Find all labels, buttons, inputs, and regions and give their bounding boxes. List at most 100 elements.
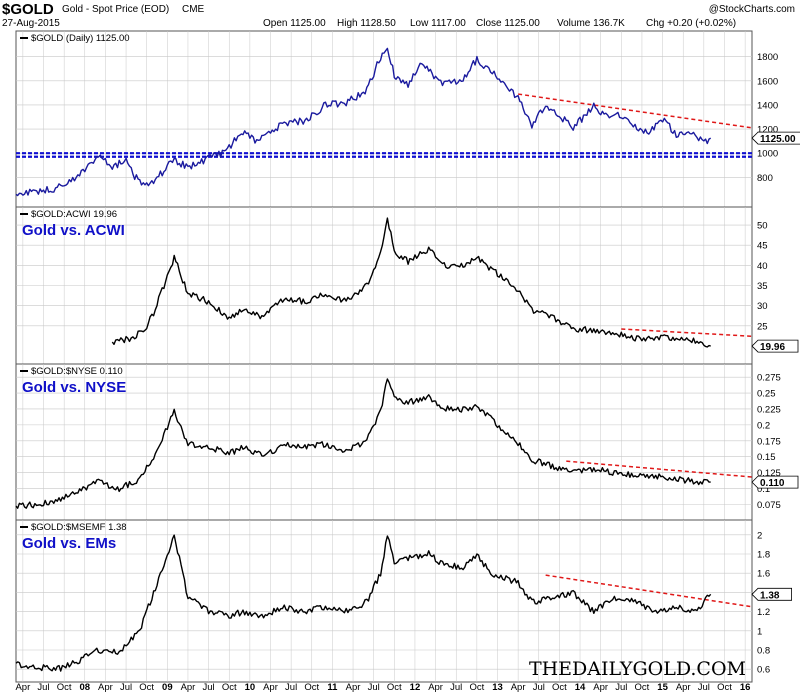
price-series-line (15, 47, 712, 197)
header-close: Close 1125.00 (476, 18, 540, 29)
last-value-label: 1.38 (760, 590, 780, 601)
price-series-line (15, 534, 712, 672)
x-tick-label: Apr (181, 682, 196, 693)
x-tick-label: 14 (575, 682, 586, 693)
x-tick-label: 12 (410, 682, 421, 693)
y-tick-label: 45 (757, 241, 768, 252)
x-tick-label: Oct (222, 682, 237, 693)
trend-line (621, 328, 753, 338)
y-tick-label: 1.8 (757, 550, 770, 561)
chart-pane-4: 0.60.811.21.41.61.82$GOLD:$MSEMF 1.38Gol… (15, 519, 792, 683)
y-tick-label: 1.6 (757, 569, 770, 580)
y-tick-label: 0.25 (757, 389, 776, 400)
y-tick-label: 50 (757, 221, 768, 232)
last-value-marker (751, 475, 799, 489)
last-value-marker (751, 587, 792, 601)
header-open: Open 1125.00 (263, 18, 326, 29)
header-exchange: CME (182, 4, 205, 15)
y-tick-label: 0.075 (757, 500, 781, 511)
y-tick-label: 30 (757, 301, 768, 312)
x-tick-label: Apr (676, 682, 691, 693)
x-tick-label: Oct (552, 682, 567, 693)
x-tick-label: Jul (450, 682, 462, 693)
y-tick-label: 2 (757, 530, 762, 541)
x-tick-label: Jul (37, 682, 49, 693)
x-tick-label: Apr (428, 682, 443, 693)
x-tick-label: Oct (387, 682, 402, 693)
x-tick-label: 09 (162, 682, 173, 693)
header-symbol: $GOLD (2, 1, 54, 18)
x-tick-label: 11 (327, 682, 338, 693)
x-tick-label: Jul (615, 682, 627, 693)
last-value-label: 1125.00 (760, 134, 796, 145)
pane-annotation: Gold vs. EMs (22, 535, 116, 552)
pane-frame (15, 363, 753, 521)
pane-annotation: Gold vs. NYSE (22, 379, 126, 396)
header-high: High 1128.50 (337, 18, 396, 29)
y-tick-label: 1600 (757, 76, 778, 87)
y-tick-label: 0.125 (757, 468, 781, 479)
trend-line (545, 574, 753, 608)
y-tick-label: 35 (757, 281, 768, 292)
y-tick-label: 800 (757, 173, 773, 184)
x-tick-label: Apr (346, 682, 361, 693)
chart-pane-3: 0.075 0.1 0.125 0.15 0.175 0.2 0.225 0.25 0.275 $… (15, 363, 799, 521)
x-tick-label: 08 (79, 682, 90, 693)
y-tick-label: 0.175 (757, 436, 781, 447)
x-tick-label: 10 (245, 682, 256, 693)
pane-frame (15, 30, 753, 208)
header-volume: Volume 136.7K (557, 18, 625, 29)
pane-title: $GOLD:ACWI 19.96 (31, 209, 117, 220)
watermark: THEDAILYGOLD.COM (529, 658, 746, 680)
header-date: 27-Aug-2015 (2, 18, 60, 29)
pane-annotation: Gold vs. ACWI (22, 222, 125, 239)
trend-line (566, 460, 753, 478)
y-tick-label: 0.15 (757, 452, 776, 463)
x-tick-label: Jul (120, 682, 132, 693)
y-tick-label: 0.275 (757, 373, 781, 384)
chart-pane-1: 800 1000 1200 1400 1600 1800 $GOLD (Daily) 112… (15, 30, 800, 208)
pane-title: $GOLD (Daily) 1125.00 (31, 33, 130, 44)
x-tick-label: Oct (57, 682, 72, 693)
chart-pane-2: 25 30 35 40 45 50 $GOLD:ACWI 19.96 Gold vs. ACW… (15, 206, 799, 365)
pane-title: $GOLD:$MSEMF 1.38 (31, 522, 127, 533)
y-tick-label: 0.8 (757, 646, 770, 657)
y-tick-label: 0.6 (757, 665, 770, 676)
x-axis: Apr Jul Oct 08 Apr Jul Oct 09 Apr Jul Oct 10 Apr Jul O… (15, 682, 750, 693)
x-tick-label: Oct (139, 682, 154, 693)
last-value-marker (751, 339, 799, 353)
y-tick-label: 0.2 (757, 420, 770, 431)
x-tick-label: Apr (511, 682, 526, 693)
y-tick-label: 0.1 (757, 484, 770, 495)
y-tick-label: 1800 (757, 52, 778, 63)
x-tick-label: 13 (492, 682, 503, 693)
price-series-line (111, 217, 711, 348)
x-tick-label: Jul (698, 682, 710, 693)
x-tick-label: Apr (593, 682, 608, 693)
price-series-line (15, 378, 711, 509)
x-tick-label: Apr (15, 682, 30, 693)
x-tick-label: Jul (368, 682, 380, 693)
x-tick-label: Oct (469, 682, 484, 693)
y-tick-label: 1000 (757, 149, 778, 160)
x-tick-label: Oct (304, 682, 319, 693)
last-value-label: 0.110 (760, 478, 785, 489)
x-tick-label: Oct (635, 682, 650, 693)
pane-frame (15, 519, 753, 683)
trend-line (518, 93, 753, 129)
header-source: @StockCharts.com (709, 4, 795, 15)
header-change: Chg +0.20 (+0.02%) (646, 18, 736, 29)
x-tick-label: 16 (740, 682, 751, 693)
x-tick-label: Jul (203, 682, 215, 693)
y-tick-label: 1200 (757, 125, 778, 136)
x-tick-label: Apr (98, 682, 113, 693)
y-tick-label: 1.2 (757, 607, 770, 618)
x-tick-label: Jul (285, 682, 297, 693)
x-tick-label: Jul (533, 682, 545, 693)
last-value-label: 19.96 (760, 342, 785, 353)
x-tick-label: 15 (657, 682, 668, 693)
pane-title: $GOLD:$NYSE 0.110 (31, 366, 123, 377)
header-low: Low 1117.00 (410, 18, 466, 29)
header-description: Gold - Spot Price (EOD) (62, 4, 169, 15)
y-tick-label: 1 (757, 626, 762, 637)
